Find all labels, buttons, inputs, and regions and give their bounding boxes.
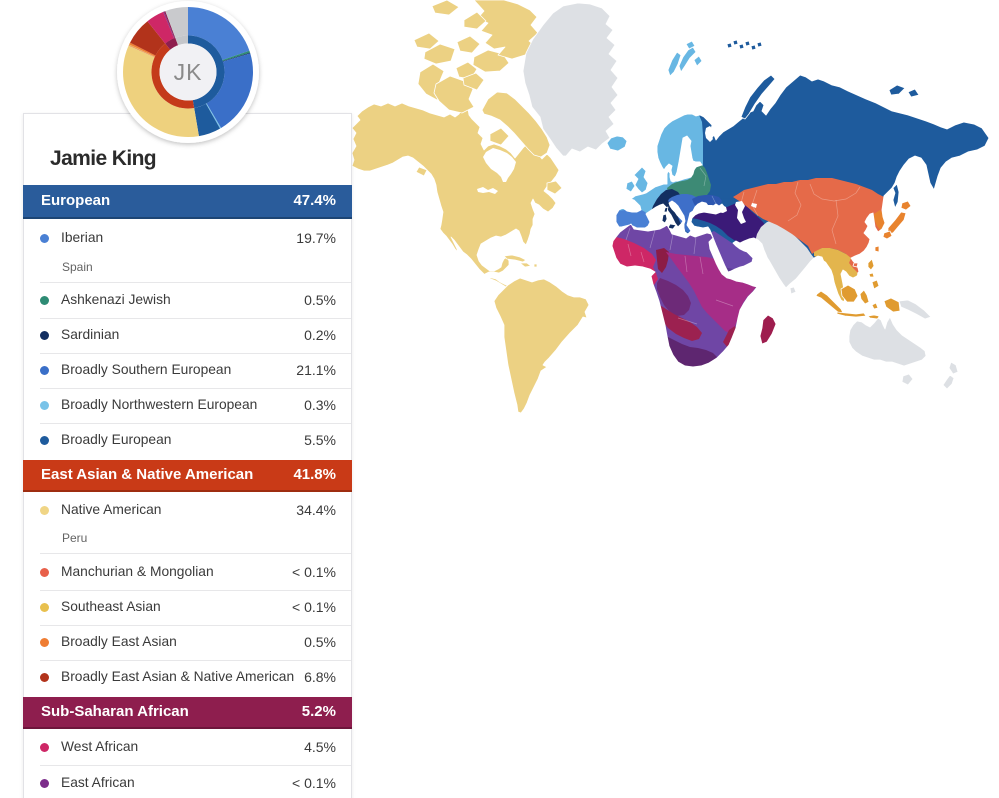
- svg-text:JK: JK: [174, 59, 203, 85]
